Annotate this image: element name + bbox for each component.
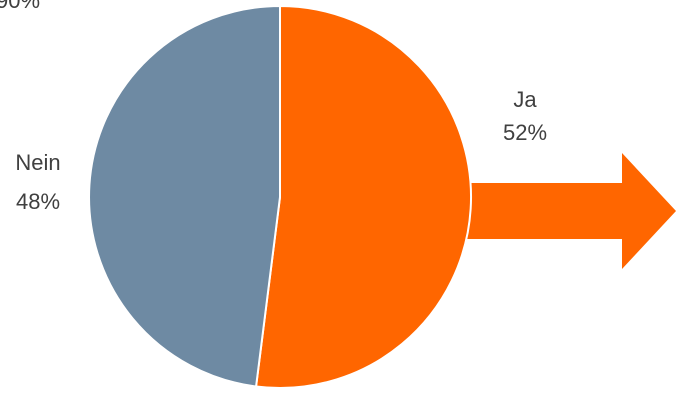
pie-value-label-nein: 48% <box>16 189 60 214</box>
pie-value-label-ja: 52% <box>503 120 547 145</box>
pie-label-nein: Nein <box>15 150 60 175</box>
pie-slice-nein <box>88 4 281 388</box>
pie-slice-ja <box>254 4 472 389</box>
pie-label-ja: Ja <box>513 87 537 112</box>
pie-slices <box>88 4 472 389</box>
pie-labels: Ja 52% Nein 48% <box>15 87 547 214</box>
arrow-annotation <box>440 153 676 269</box>
clipped-top-label: 90% <box>0 0 40 13</box>
